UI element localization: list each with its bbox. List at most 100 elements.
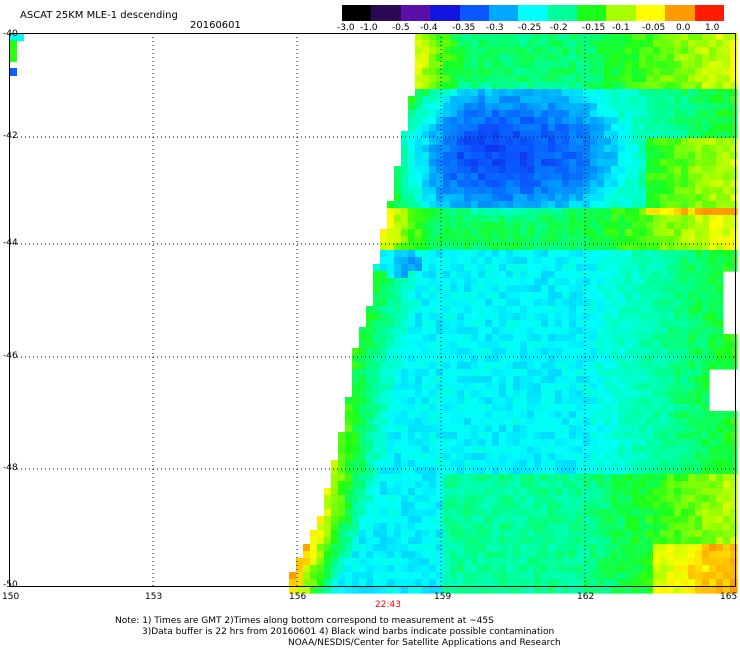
swath-cell: [443, 439, 451, 447]
swath-cell: [464, 537, 472, 545]
swath-cell: [366, 369, 374, 377]
swath-cell: [471, 348, 479, 356]
swath-cell: [639, 201, 647, 209]
swath-cell: [569, 397, 577, 405]
swath-cell: [555, 481, 563, 489]
swath-cell: [541, 68, 549, 76]
swath-cell: [499, 299, 507, 307]
swath-cell: [506, 82, 514, 90]
swath-cell: [604, 516, 612, 524]
swath-cell: [576, 453, 584, 461]
swath-cell: [464, 250, 472, 258]
swath-cell: [366, 432, 374, 440]
swath-cell: [639, 544, 647, 552]
swath-cell: [597, 362, 605, 370]
swath-cell: [422, 285, 430, 293]
swath-cell: [688, 33, 696, 41]
swath-cell: [667, 271, 675, 279]
swath-cell: [569, 278, 577, 286]
swath-cell: [380, 327, 388, 335]
swath-cell: [366, 348, 374, 356]
swath-cell: [730, 586, 738, 594]
swath-cell: [520, 572, 528, 580]
swath-cell: [513, 488, 521, 496]
swath-cell: [499, 180, 507, 188]
swath-cell: [716, 229, 724, 237]
swath-cell: [422, 355, 430, 363]
swath-cell: [660, 376, 668, 384]
swath-cell: [695, 187, 703, 195]
swath-cell: [639, 292, 647, 300]
swath-cell: [499, 215, 507, 223]
swath-cell: [429, 334, 437, 342]
swath-cell: [429, 292, 437, 300]
swath-cell: [660, 117, 668, 125]
swath-cell: [562, 516, 570, 524]
swath-cell: [730, 446, 738, 454]
swath-cell: [555, 215, 563, 223]
swath-cell: [422, 306, 430, 314]
swath-cell: [506, 523, 514, 531]
swath-cell: [562, 397, 570, 405]
swath-cell: [660, 75, 668, 83]
swath-cell: [653, 264, 661, 272]
swath-cell: [625, 474, 633, 482]
swath-cell: [709, 523, 717, 531]
swath-cell: [450, 194, 458, 202]
time-label: 22:43: [375, 600, 401, 610]
swath-cell: [534, 509, 542, 517]
swath-cell: [660, 215, 668, 223]
swath-cell: [562, 117, 570, 125]
swath-cell: [646, 488, 654, 496]
swath-cell: [709, 439, 717, 447]
swath-cell: [352, 418, 360, 426]
swath-cell: [562, 474, 570, 482]
swath-cell: [611, 481, 619, 489]
swath-cell: [660, 33, 668, 41]
swath-cell: [527, 138, 535, 146]
swath-cell: [9, 47, 17, 55]
swath-cell: [604, 418, 612, 426]
swath-cell: [681, 61, 689, 69]
swath-cell: [632, 404, 640, 412]
swath-cell: [464, 187, 472, 195]
swath-cell: [702, 152, 710, 160]
swath-cell: [681, 397, 689, 405]
swath-cell: [681, 166, 689, 174]
swath-cell: [583, 516, 591, 524]
swath-cell: [660, 166, 668, 174]
swath-cell: [436, 460, 444, 468]
swath-cell: [506, 187, 514, 195]
swath-cell: [527, 516, 535, 524]
swath-cell: [625, 453, 633, 461]
swath-cell: [562, 537, 570, 545]
swath-cell: [688, 439, 696, 447]
swath-cell: [611, 187, 619, 195]
swath-cell: [478, 250, 486, 258]
swath-cell: [499, 82, 507, 90]
swath-cell: [653, 208, 661, 216]
swath-cell: [464, 180, 472, 188]
swath-cell: [429, 194, 437, 202]
swath-cell: [534, 579, 542, 587]
swath-cell: [499, 313, 507, 321]
swath-cell: [695, 474, 703, 482]
swath-cell: [401, 474, 409, 482]
swath-cell: [569, 257, 577, 265]
swath-cell: [464, 138, 472, 146]
swath-cell: [506, 404, 514, 412]
swath-cell: [387, 495, 395, 503]
swath-cell: [555, 180, 563, 188]
swath-cell: [569, 292, 577, 300]
swath-cell: [464, 236, 472, 244]
swath-cell: [520, 404, 528, 412]
swath-cell: [597, 320, 605, 328]
swath-cell: [443, 383, 451, 391]
swath-cell: [478, 222, 486, 230]
swath-cell: [527, 390, 535, 398]
swath-cell: [562, 418, 570, 426]
swath-cell: [401, 411, 409, 419]
swath-cell: [506, 110, 514, 118]
swath-cell: [639, 579, 647, 587]
swath-cell: [485, 54, 493, 62]
